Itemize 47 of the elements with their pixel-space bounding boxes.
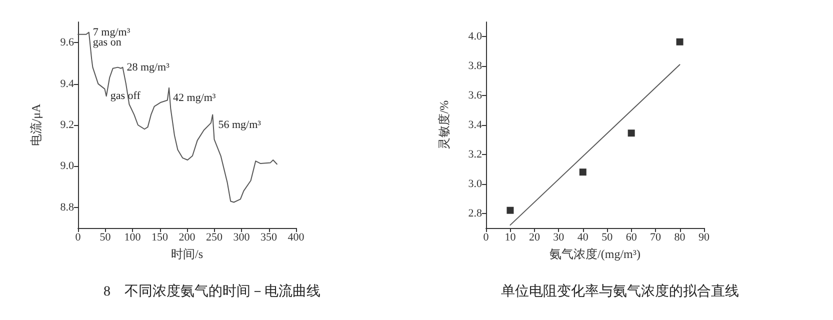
y-tick-label: 4.0 [468, 30, 482, 43]
x-tick-label: 50 [100, 232, 112, 244]
point [628, 130, 635, 137]
text: 8 不同浓度氨气的时间－电流曲线 [104, 284, 320, 300]
x-tick-label: 150 [152, 232, 168, 244]
y-tick-label: 9.4 [60, 78, 74, 90]
x-axis-title: 时间/s [170, 246, 204, 261]
point [506, 206, 514, 214]
y-tick-label: 3.0 [468, 178, 482, 190]
x-tick-label: 40 [577, 232, 589, 244]
y-tick-label: 8.8 [60, 201, 74, 214]
x-tick-label: 350 [260, 232, 278, 244]
x-tick-label: 90 [698, 232, 710, 244]
y-tick-label: 3.6 [468, 90, 482, 102]
y-axis-title: 电流/μA [29, 103, 43, 146]
x-axis-title: 氨气浓度/(mg/m³) [550, 246, 640, 261]
x-tick-label: 20 [528, 232, 540, 244]
x-tick-label: 400 [288, 232, 305, 244]
x-tick-label: 50 [602, 232, 614, 244]
x-tick-label: 300 [233, 232, 250, 244]
annotation: 56 mg/m³ [218, 119, 262, 131]
y-tick-label: 9.2 [60, 119, 74, 131]
point [676, 38, 684, 46]
x-tick-label: 250 [206, 232, 223, 244]
y-tick-label: 9.0 [60, 160, 74, 172]
x-tick-label: 0 [75, 232, 82, 244]
annotation: 42 mg/m³ [173, 92, 216, 104]
annotation: 7 mg/m³ [92, 26, 131, 38]
x-tick-label: 10 [504, 232, 516, 244]
x-tick-label: 70 [650, 232, 662, 244]
annotation: gas on [92, 36, 122, 49]
y-tick-label: 3.4 [468, 119, 482, 131]
text: 单位电阻变化率与氨气浓度的拟合直线 [501, 284, 739, 300]
point [579, 168, 586, 176]
x-tick-label: 0 [483, 232, 490, 244]
y-axis-title: 灵敏度/% [437, 100, 451, 150]
annotation: gas off [110, 90, 141, 102]
y-tick-label: 3.8 [468, 60, 482, 72]
x-tick-label: 80 [674, 232, 686, 244]
x-tick-label: 30 [553, 232, 565, 244]
annotation: 28 mg/m³ [126, 61, 170, 74]
x-tick-label: 100 [124, 232, 142, 244]
y-tick-label: 3.2 [468, 148, 482, 160]
x-tick-label: 200 [178, 232, 196, 244]
y-tick-label: 2.8 [468, 207, 482, 220]
x-tick-label: 60 [626, 232, 638, 244]
y-tick-label: 9.6 [60, 36, 74, 49]
